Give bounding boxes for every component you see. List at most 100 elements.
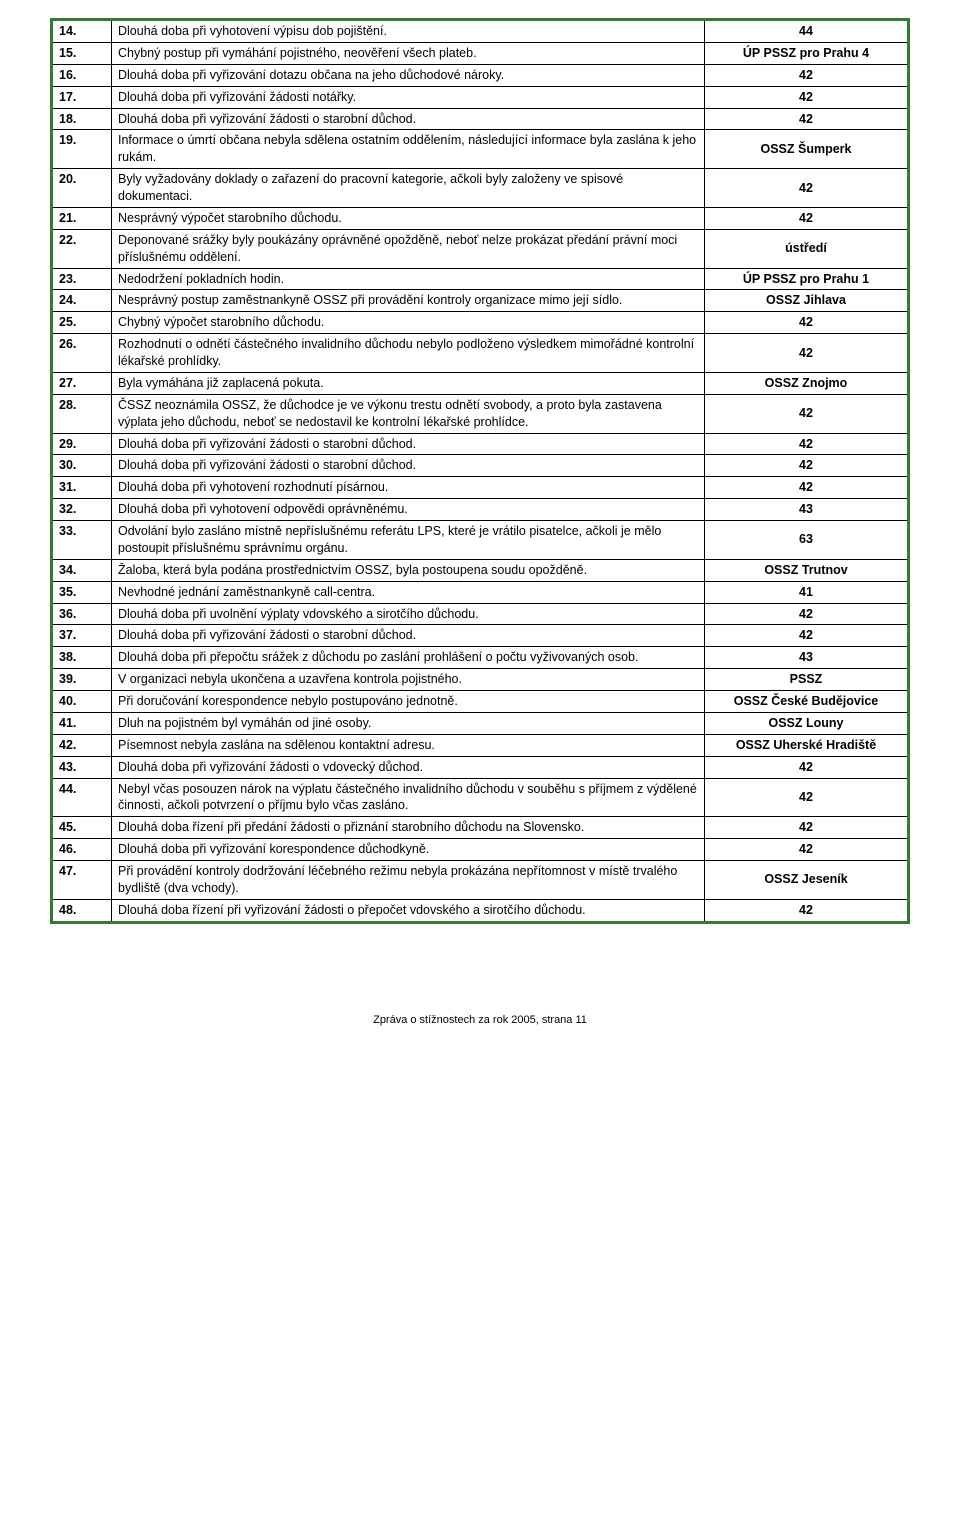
table-row: 30.Dlouhá doba při vyřizování žádosti o …	[52, 455, 909, 477]
row-description: Nevhodné jednání zaměstnankyně call-cent…	[112, 581, 705, 603]
row-number: 23.	[52, 268, 112, 290]
table-row: 19.Informace o úmrtí občana nebyla sděle…	[52, 130, 909, 169]
table-row: 44.Nebyl včas posouzen nárok na výplatu …	[52, 778, 909, 817]
row-number: 15.	[52, 42, 112, 64]
row-number: 14.	[52, 20, 112, 43]
row-number: 47.	[52, 861, 112, 900]
row-description: Byly vyžadovány doklady o zařazení do pr…	[112, 169, 705, 208]
row-result: 42	[705, 394, 909, 433]
row-description: Dlouhá doba při vyřizování žádosti o sta…	[112, 108, 705, 130]
row-result: 42	[705, 756, 909, 778]
table-row: 31.Dlouhá doba při vyhotovení rozhodnutí…	[52, 477, 909, 499]
table-row: 47.Při provádění kontroly dodržování léč…	[52, 861, 909, 900]
row-result: 42	[705, 899, 909, 922]
row-number: 25.	[52, 312, 112, 334]
row-description: Dlouhá doba při přepočtu srážek z důchod…	[112, 647, 705, 669]
table-row: 42.Písemnost nebyla zaslána na sdělenou …	[52, 734, 909, 756]
row-description: Deponované srážky byly poukázány oprávně…	[112, 229, 705, 268]
row-number: 35.	[52, 581, 112, 603]
row-description: Dlouhá doba při vyřizování dotazu občana…	[112, 64, 705, 86]
row-description: Byla vymáhána již zaplacená pokuta.	[112, 372, 705, 394]
row-description: Nedodržení pokladních hodin.	[112, 268, 705, 290]
table-row: 20.Byly vyžadovány doklady o zařazení do…	[52, 169, 909, 208]
row-number: 43.	[52, 756, 112, 778]
table-row: 34.Žaloba, která byla podána prostřednic…	[52, 559, 909, 581]
table-row: 18.Dlouhá doba při vyřizování žádosti o …	[52, 108, 909, 130]
row-result: 42	[705, 778, 909, 817]
table-row: 15.Chybný postup při vymáhání pojistného…	[52, 42, 909, 64]
table-row: 17.Dlouhá doba při vyřizování žádosti no…	[52, 86, 909, 108]
page: 14.Dlouhá doba při vyhotovení výpisu dob…	[0, 0, 960, 1056]
row-description: Dlouhá doba při vyhotovení výpisu dob po…	[112, 20, 705, 43]
row-number: 19.	[52, 130, 112, 169]
row-number: 21.	[52, 207, 112, 229]
row-result: 63	[705, 521, 909, 560]
row-number: 38.	[52, 647, 112, 669]
row-result: 43	[705, 647, 909, 669]
row-number: 22.	[52, 229, 112, 268]
row-number: 36.	[52, 603, 112, 625]
table-row: 22.Deponované srážky byly poukázány oprá…	[52, 229, 909, 268]
row-description: Nesprávný postup zaměstnankyně OSSZ při …	[112, 290, 705, 312]
row-result: 42	[705, 86, 909, 108]
row-description: Dluh na pojistném byl vymáhán od jiné os…	[112, 712, 705, 734]
row-description: Odvolání bylo zasláno místně nepříslušné…	[112, 521, 705, 560]
row-description: Dlouhá doba při vyřizování korespondence…	[112, 839, 705, 861]
row-number: 32.	[52, 499, 112, 521]
table-row: 25.Chybný výpočet starobního důchodu.42	[52, 312, 909, 334]
row-number: 34.	[52, 559, 112, 581]
row-description: Žaloba, která byla podána prostřednictví…	[112, 559, 705, 581]
table-row: 28.ČSSZ neoznámila OSSZ, že důchodce je …	[52, 394, 909, 433]
table-body: 14.Dlouhá doba při vyhotovení výpisu dob…	[52, 20, 909, 923]
row-description: Dlouhá doba při vyřizování žádosti notář…	[112, 86, 705, 108]
complaints-table: 14.Dlouhá doba při vyhotovení výpisu dob…	[50, 18, 910, 924]
table-row: 41.Dluh na pojistném byl vymáhán od jiné…	[52, 712, 909, 734]
table-row: 37.Dlouhá doba při vyřizování žádosti o …	[52, 625, 909, 647]
row-number: 30.	[52, 455, 112, 477]
row-number: 41.	[52, 712, 112, 734]
table-row: 39.V organizaci nebyla ukončena a uzavře…	[52, 669, 909, 691]
row-result: 42	[705, 455, 909, 477]
row-result: OSSZ Trutnov	[705, 559, 909, 581]
row-number: 44.	[52, 778, 112, 817]
row-description: Dlouhá doba při vyhotovení rozhodnutí pí…	[112, 477, 705, 499]
row-number: 37.	[52, 625, 112, 647]
row-description: Dlouhá doba při vyřizování žádosti o sta…	[112, 455, 705, 477]
row-number: 27.	[52, 372, 112, 394]
table-row: 32.Dlouhá doba při vyhotovení odpovědi o…	[52, 499, 909, 521]
table-row: 40.Při doručování korespondence nebylo p…	[52, 691, 909, 713]
row-number: 29.	[52, 433, 112, 455]
row-result: ÚP PSSZ pro Prahu 1	[705, 268, 909, 290]
row-number: 26.	[52, 334, 112, 373]
table-row: 48.Dlouhá doba řízení při vyřizování žád…	[52, 899, 909, 922]
row-result: 42	[705, 433, 909, 455]
table-row: 43.Dlouhá doba při vyřizování žádosti o …	[52, 756, 909, 778]
row-description: Při doručování korespondence nebylo post…	[112, 691, 705, 713]
page-footer: Zpráva o stížnostech za rok 2005, strana…	[50, 1014, 910, 1026]
row-description: Dlouhá doba při vyřizování žádosti o vdo…	[112, 756, 705, 778]
row-number: 20.	[52, 169, 112, 208]
table-row: 45.Dlouhá doba řízení při předání žádost…	[52, 817, 909, 839]
row-description: Rozhodnutí o odnětí částečného invalidní…	[112, 334, 705, 373]
row-description: Chybný výpočet starobního důchodu.	[112, 312, 705, 334]
row-result: OSSZ Jihlava	[705, 290, 909, 312]
table-row: 24.Nesprávný postup zaměstnankyně OSSZ p…	[52, 290, 909, 312]
row-number: 40.	[52, 691, 112, 713]
row-result: ÚP PSSZ pro Prahu 4	[705, 42, 909, 64]
row-result: 42	[705, 312, 909, 334]
row-description: Při provádění kontroly dodržování léčebn…	[112, 861, 705, 900]
row-number: 45.	[52, 817, 112, 839]
row-result: 44	[705, 20, 909, 43]
row-description: Písemnost nebyla zaslána na sdělenou kon…	[112, 734, 705, 756]
row-result: 42	[705, 108, 909, 130]
table-row: 29.Dlouhá doba při vyřizování žádosti o …	[52, 433, 909, 455]
row-result: OSSZ Louny	[705, 712, 909, 734]
table-row: 35.Nevhodné jednání zaměstnankyně call-c…	[52, 581, 909, 603]
row-result: 42	[705, 625, 909, 647]
row-description: Dlouhá doba při uvolnění výplaty vdovské…	[112, 603, 705, 625]
row-number: 33.	[52, 521, 112, 560]
row-description: V organizaci nebyla ukončena a uzavřena …	[112, 669, 705, 691]
table-row: 26.Rozhodnutí o odnětí částečného invali…	[52, 334, 909, 373]
row-number: 17.	[52, 86, 112, 108]
row-description: Dlouhá doba řízení při předání žádosti o…	[112, 817, 705, 839]
